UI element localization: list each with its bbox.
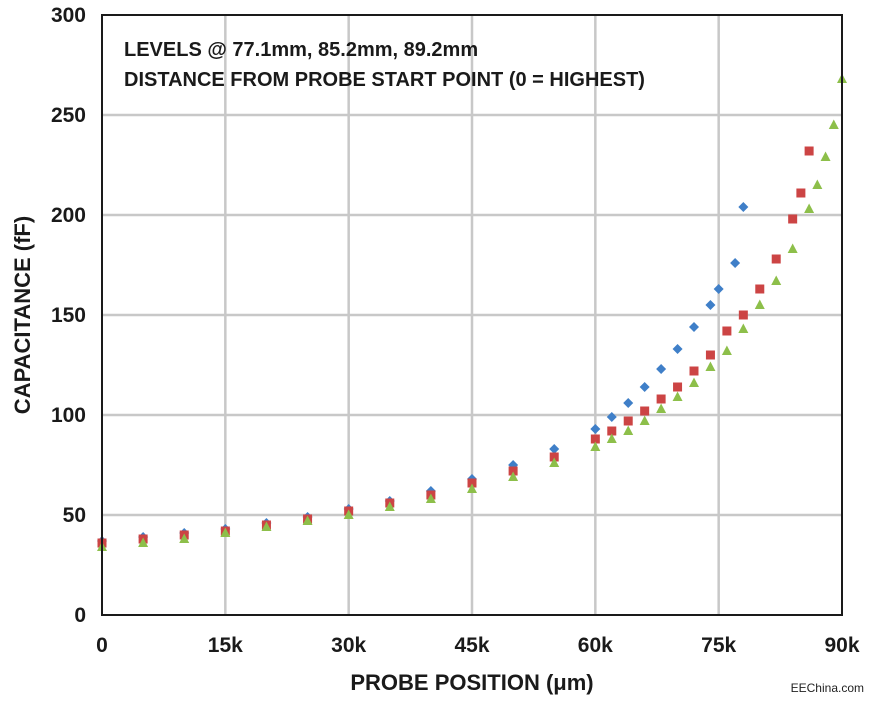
triangle-point [828,119,839,129]
triangle-point [590,441,601,451]
triangle-point [820,151,831,161]
square-point [590,434,600,444]
square-point [467,478,477,488]
triangle-point [689,377,699,387]
diamond-point [656,364,667,374]
y-tick-label: 200 [51,204,86,227]
annotation-line-2: DISTANCE FROM PROBE START POINT (0 = HIG… [124,69,645,91]
x-tick-label: 45k [454,634,489,657]
triangle-point [261,521,272,531]
y-tick-label: 100 [51,404,86,427]
y-tick-label: 50 [63,504,86,527]
square-point [771,254,781,264]
square-point [738,310,748,320]
diamond-point [705,300,716,310]
diamond-point [549,444,560,454]
diamond-point [623,398,634,408]
triangle-point [467,483,477,493]
x-tick-label: 60k [578,634,613,657]
tick-labels: 0 15k 30k 45k 60k 75k 90k 0 50 100 150 200 250 300 [51,4,860,657]
square-point [656,394,666,404]
y-axis-title: CAPACITANCE (fF) [10,216,35,414]
triangle-point [623,425,634,435]
x-tick-label: 90k [824,634,859,657]
annotation-line-1: LEVELS @ 77.1mm, 85.2mm, 89.2mm [124,39,478,61]
triangle-point [754,299,765,309]
diamond-point [689,322,699,332]
square-point [705,350,715,360]
diamond-point [730,258,741,268]
triangle-point [787,243,798,253]
square-point [508,466,518,476]
diamond-point [639,382,650,392]
triangle-point [384,501,395,511]
diamond-point [738,202,749,212]
triangle-point [179,533,190,543]
diamond-point [590,424,601,434]
square-point [755,284,765,294]
square-point [673,382,683,392]
plot-border [101,14,843,616]
square-point [689,366,699,376]
square-point [722,326,732,336]
y-tick-label: 0 [74,604,86,627]
triangle-point [343,509,354,519]
series-3-triangle-points [97,73,847,551]
diamond-point [672,344,683,354]
square-point [623,416,633,426]
square-point [549,452,559,462]
triangle-point [705,361,716,371]
triangle-point [721,345,732,355]
triangle-point [738,323,749,333]
diamond-point [713,284,724,294]
triangle-point [549,457,560,467]
y-tick-label: 250 [51,104,86,127]
triangle-point [804,203,815,213]
triangle-point [672,391,683,401]
square-point [640,406,650,416]
square-point [607,426,617,436]
x-tick-label: 30k [331,634,366,657]
watermark: EEChina.com [791,681,864,695]
square-point [788,214,798,224]
triangle-point [656,403,667,413]
triangle-point [220,527,231,537]
x-tick-label: 75k [701,634,736,657]
triangle-point [138,537,149,547]
triangle-point [606,433,617,443]
diamond-point [606,412,617,422]
grid-lines [102,15,842,615]
triangle-point [302,515,313,525]
x-axis-title: PROBE POSITION (μm) [350,670,593,695]
y-tick-label: 150 [51,304,86,327]
x-tick-label: 15k [208,634,243,657]
x-tick-label: 0 [96,634,108,657]
y-tick-label: 300 [51,4,86,27]
data-points [97,73,847,551]
square-point [796,188,806,198]
triangle-point [425,493,436,503]
square-point [804,146,814,156]
triangle-point [508,471,519,481]
triangle-point [812,179,823,189]
triangle-point [771,275,782,285]
triangle-point [639,415,650,425]
